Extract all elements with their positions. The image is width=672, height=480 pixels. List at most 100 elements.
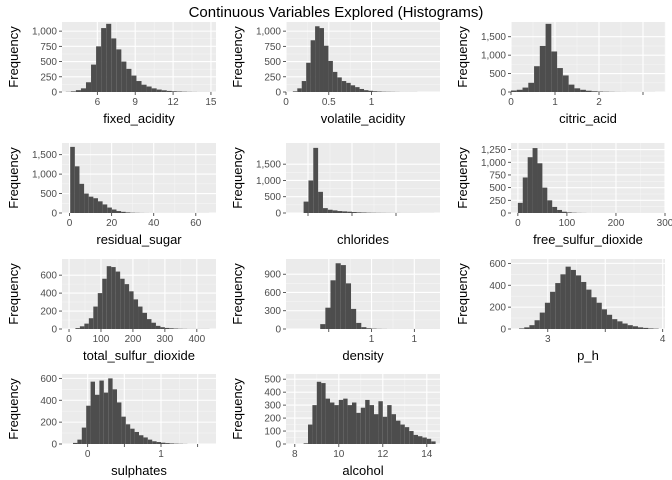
- histogram-bar: [130, 428, 135, 444]
- histogram-bar: [84, 193, 89, 213]
- histogram-bar: [601, 309, 607, 329]
- y-tick-label: 250: [489, 196, 506, 207]
- y-tick-label: 0: [500, 209, 506, 220]
- histogram-bar: [126, 68, 132, 92]
- histogram-bar: [97, 293, 103, 329]
- y-axis-title: Frequency: [6, 147, 21, 209]
- y-tick-label: 300: [264, 306, 281, 317]
- y-axis-title: Frequency: [6, 26, 21, 88]
- histogram-bar: [156, 89, 162, 92]
- y-tick-label: 0: [51, 440, 57, 451]
- histogram-bar: [322, 208, 328, 213]
- histogram-bar: [575, 275, 582, 329]
- x-axis-title: sulphates: [111, 463, 167, 478]
- y-tick-label: 1,000: [256, 176, 281, 187]
- y-tick-label: 500: [264, 375, 281, 386]
- x-tick-label: 20: [106, 218, 118, 229]
- x-tick-label: 200: [125, 334, 142, 345]
- histogram-bar: [570, 269, 576, 329]
- histogram-bar: [345, 283, 352, 329]
- y-axis-title: Frequency: [230, 147, 245, 209]
- histogram-bar: [352, 212, 357, 213]
- histogram-bar: [522, 87, 529, 92]
- y-tick-label: 100: [264, 427, 281, 438]
- histogram-bar: [413, 434, 418, 444]
- y-tick-label: 250: [40, 72, 57, 83]
- histogram-bar: [568, 84, 575, 92]
- histogram-bar: [606, 314, 613, 329]
- x-tick-label: 40: [148, 218, 160, 229]
- x-tick-label: 0: [66, 334, 72, 345]
- x-axis-title: p_h: [577, 348, 599, 363]
- y-tick-label: 500: [489, 183, 506, 194]
- histogram-bar: [557, 68, 563, 92]
- histogram-bar: [534, 320, 540, 329]
- histogram-bar: [632, 326, 638, 329]
- x-axis-title: fixed_acidity: [103, 111, 175, 126]
- histogram-bar: [323, 45, 329, 92]
- histogram-bar: [337, 77, 342, 92]
- x-tick-label: 0: [283, 97, 289, 108]
- histogram-bar: [111, 209, 117, 213]
- histogram-bar: [591, 297, 597, 329]
- histogram-bar: [591, 91, 598, 92]
- histogram-bar: [318, 191, 323, 213]
- histogram-bar: [330, 402, 335, 444]
- histogram-bar: [312, 405, 317, 444]
- x-tick-label: 4: [660, 334, 666, 345]
- histogram-bar: [93, 198, 98, 213]
- histogram-bar: [342, 211, 348, 213]
- histogram-bar: [391, 414, 396, 444]
- histogram-bar: [120, 278, 125, 329]
- histogram-bar: [325, 307, 331, 329]
- histogram-bar: [580, 89, 586, 92]
- histogram-panel-citric_acid: 0 500 1,000 1,500 0 1 2 citric_acid Frequency: [455, 22, 666, 126]
- histogram-bar: [96, 46, 102, 92]
- histogram-bar: [325, 398, 330, 444]
- histogram-bar: [77, 439, 82, 444]
- y-tick-label: 750: [40, 42, 57, 53]
- histogram-bar: [108, 378, 113, 444]
- histogram-bar: [143, 437, 148, 444]
- histogram-bar: [396, 420, 401, 444]
- histogram-bar: [574, 88, 581, 92]
- figure-title: Continuous Variables Explored (Histogram…: [189, 4, 484, 21]
- y-tick-label: 750: [489, 170, 506, 181]
- histogram-bar: [341, 81, 347, 92]
- x-axis-title: density: [342, 348, 384, 363]
- histogram-bar: [328, 60, 333, 92]
- histogram-bar: [529, 325, 535, 329]
- x-tick-label: 1: [369, 97, 375, 108]
- histogram-bar: [147, 439, 153, 444]
- y-tick-label: 250: [264, 72, 281, 83]
- histogram-bar: [171, 91, 177, 92]
- y-tick-label: 600: [40, 374, 57, 385]
- x-tick-label: 0: [67, 218, 73, 229]
- histogram-bar: [112, 389, 117, 444]
- histogram-bar: [129, 291, 134, 329]
- histogram-bar: [422, 437, 427, 444]
- x-tick-label: 3: [545, 334, 551, 345]
- histogram-bar: [517, 202, 523, 213]
- y-axis-title: Frequency: [6, 263, 21, 325]
- histogram-bar: [562, 211, 567, 213]
- histogram-bar: [332, 210, 338, 213]
- histogram-bar: [124, 284, 130, 329]
- histogram-bar: [356, 412, 361, 444]
- y-tick-label: 600: [264, 288, 281, 299]
- x-axis-title: volatile_acidity: [321, 111, 406, 126]
- histogram-bar: [361, 327, 367, 329]
- x-tick-label: 2: [596, 97, 602, 108]
- histogram-bar: [85, 82, 92, 92]
- y-tick-label: 1,500: [256, 160, 281, 171]
- x-tick-label: 200: [608, 218, 625, 229]
- histogram-bar: [534, 66, 540, 92]
- y-tick-label: 0: [500, 88, 506, 99]
- histogram-bar: [297, 88, 302, 92]
- histogram-bar: [426, 438, 432, 444]
- histogram-bar: [562, 75, 569, 92]
- histogram-panel-alcohol: 0 100 200 300 400 500 8 10 12 14 alcohol Frequency: [230, 374, 440, 478]
- x-tick-label: 12: [168, 97, 180, 108]
- histogram-bar: [366, 328, 372, 329]
- panel-background: [62, 22, 216, 92]
